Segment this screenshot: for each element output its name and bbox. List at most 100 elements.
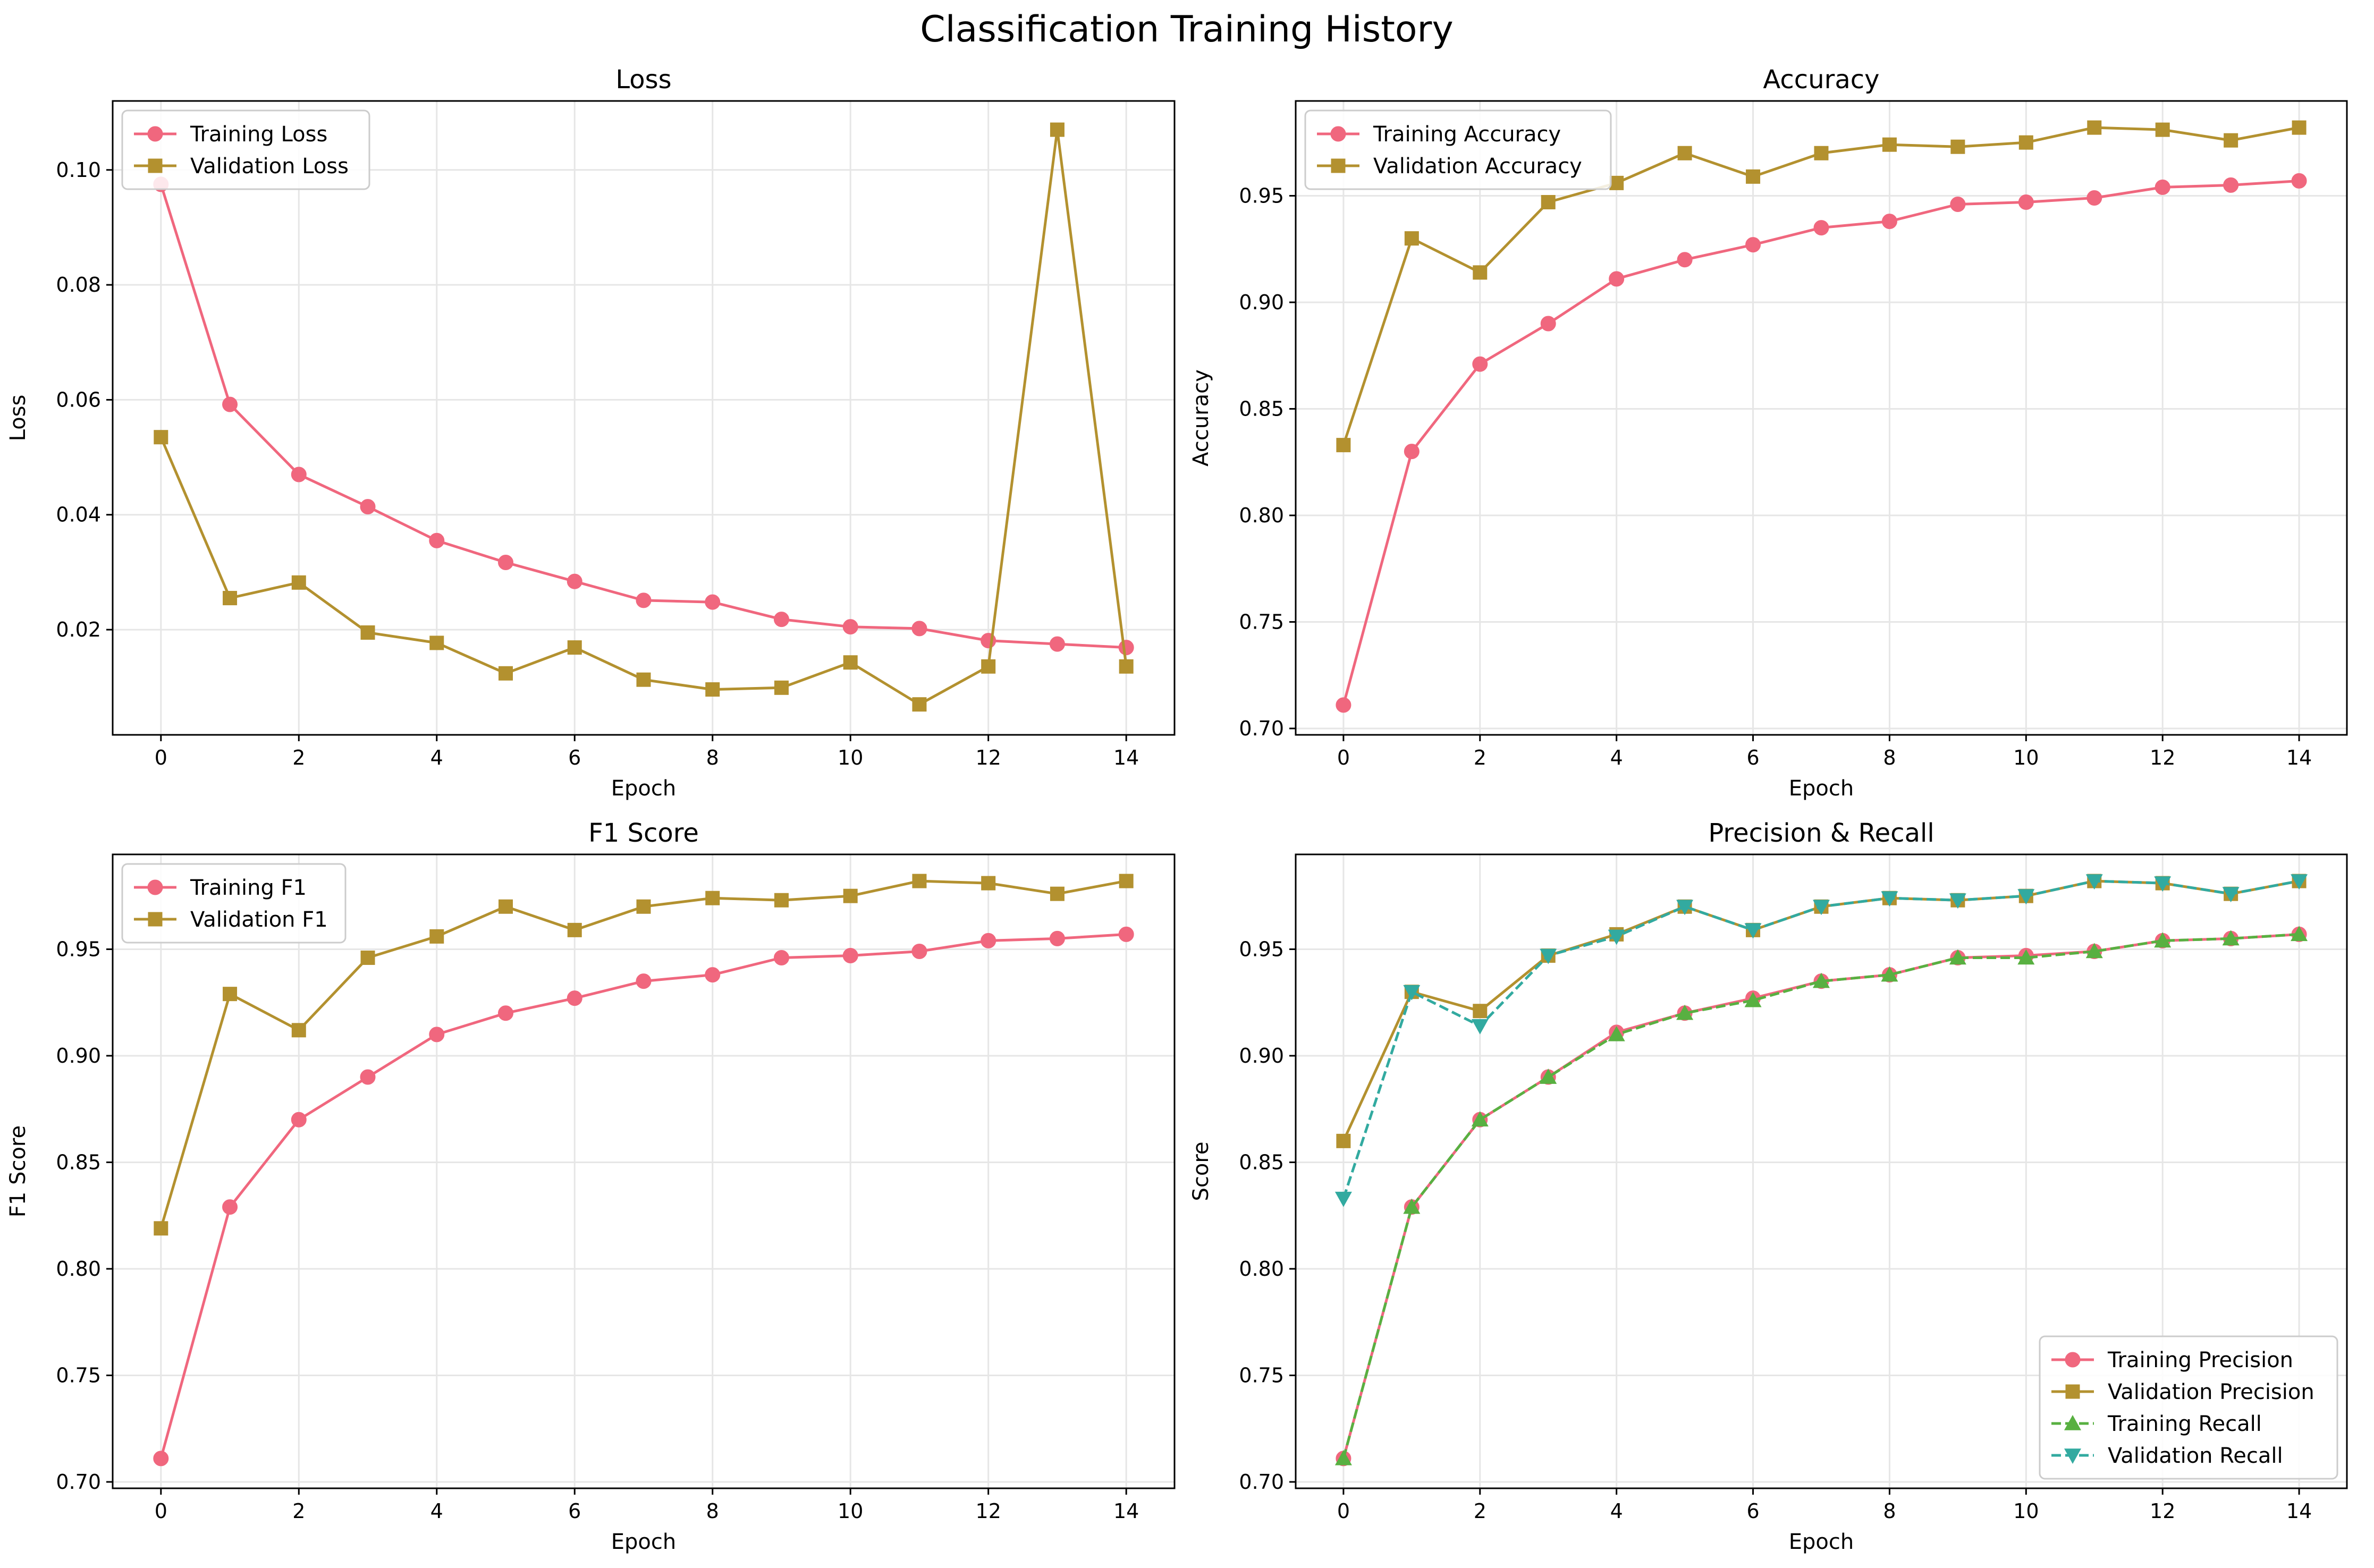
data-point-training-accuracy	[1677, 252, 1693, 268]
y-tick-label: 0.70	[56, 1470, 101, 1494]
y-tick-label: 0.75	[56, 1363, 101, 1387]
y-tick-label: 0.70	[1239, 1470, 1284, 1494]
data-point-training-accuracy	[1881, 214, 1897, 230]
data-point-validation-loss	[774, 680, 789, 695]
data-point-validation-precision	[1336, 1133, 1351, 1148]
series-validation-recall	[1334, 874, 2308, 1207]
data-point-validation-loss	[1050, 122, 1065, 137]
data-point-validation-accuracy	[1336, 438, 1351, 453]
data-point-training-accuracy	[1472, 356, 1488, 372]
data-point-training-f1	[842, 947, 858, 963]
data-point-training-f1	[360, 1069, 376, 1085]
series-validation-f1	[154, 874, 1134, 1236]
data-point-validation-f1	[981, 876, 996, 891]
legend-box	[2039, 1335, 2338, 1480]
data-point-validation-recall	[1403, 985, 1421, 1001]
series-validation-accuracy	[1336, 120, 2307, 453]
y-tick-label: 0.85	[56, 1150, 101, 1174]
data-point-validation-f1	[1050, 886, 1065, 901]
data-point-training-loss	[1118, 640, 1134, 656]
data-point-training-loss	[636, 592, 652, 608]
data-point-training-recall	[1949, 949, 1966, 965]
x-tick-label: 12	[976, 746, 1001, 769]
data-point-training-loss	[567, 573, 582, 589]
legend: Training Accuracy Validation Accuracy	[1304, 109, 1612, 190]
data-point-validation-precision	[1473, 1004, 1488, 1019]
data-point-validation-accuracy	[2087, 120, 2102, 135]
data-point-training-accuracy	[2223, 177, 2239, 193]
data-point-training-f1	[153, 1451, 169, 1467]
legend-box	[121, 109, 370, 190]
x-tick-label: 10	[2013, 746, 2039, 769]
data-point-validation-recall	[2017, 889, 2035, 905]
y-tick-label: 0.85	[1239, 1150, 1284, 1174]
data-point-training-recall	[2085, 943, 2103, 959]
data-point-validation-f1	[291, 1023, 306, 1038]
y-tick-label: 0.04	[56, 503, 101, 527]
x-tick-label: 4	[1610, 746, 1623, 769]
data-point-training-accuracy	[2155, 179, 2170, 195]
y-tick-label: 0.75	[1239, 1363, 1284, 1387]
legend-label-training-precision: Training Precision	[2107, 1348, 2293, 1372]
x-axis-label: Epoch	[1789, 1530, 1854, 1554]
data-point-validation-recall	[1540, 948, 1557, 964]
data-point-validation-accuracy	[1609, 175, 1624, 190]
data-point-validation-f1	[360, 950, 375, 965]
data-point-training-loss	[842, 619, 858, 635]
data-point-validation-loss	[360, 625, 375, 640]
data-point-training-loss	[291, 467, 307, 482]
x-tick-label: 8	[706, 746, 719, 769]
data-point-validation-loss	[705, 682, 720, 697]
data-point-validation-recall	[1813, 900, 1830, 916]
legend-label-validation-recall: Validation Recall	[2108, 1444, 2283, 1468]
data-point-validation-loss	[1119, 659, 1134, 674]
x-tick-label: 14	[2286, 1499, 2312, 1523]
data-point-training-f1	[429, 1027, 445, 1042]
legend-marker-training-loss	[147, 126, 163, 142]
series-validation-loss	[154, 122, 1134, 712]
y-tick-label: 0.80	[1239, 504, 1284, 527]
data-point-validation-recall	[2154, 876, 2172, 892]
data-point-validation-f1	[1119, 874, 1134, 888]
x-tick-label: 6	[568, 746, 581, 769]
data-point-validation-accuracy	[2292, 120, 2307, 135]
x-tick-label: 10	[2013, 1499, 2039, 1523]
panel-title: F1 Score	[588, 818, 699, 848]
x-tick-label: 2	[1474, 746, 1486, 769]
x-tick-label: 6	[568, 1499, 581, 1523]
data-point-validation-recall	[1949, 893, 1966, 909]
x-tick-label: 0	[1337, 746, 1350, 769]
y-tick-label: 0.75	[1239, 610, 1284, 633]
y-tick-label: 0.02	[56, 618, 101, 641]
legend-marker-validation-accuracy	[1331, 158, 1346, 173]
data-point-validation-f1	[636, 899, 651, 914]
y-tick-label: 0.08	[56, 273, 101, 296]
data-point-training-f1	[773, 950, 789, 965]
data-point-validation-f1	[154, 1221, 168, 1236]
data-point-training-f1	[222, 1199, 238, 1215]
data-point-validation-accuracy	[1541, 194, 1556, 209]
legend-label-validation-precision: Validation Precision	[2108, 1380, 2314, 1404]
x-tick-label: 0	[155, 746, 167, 769]
data-point-training-accuracy	[2291, 173, 2307, 189]
data-point-training-f1	[291, 1112, 307, 1128]
legend-marker-training-f1	[147, 879, 163, 895]
x-tick-label: 8	[1883, 746, 1896, 769]
legend: Training F1 Validation F1	[121, 863, 347, 944]
axes-frame	[112, 100, 1176, 736]
axes-frame	[1295, 853, 2348, 1489]
data-point-training-recall	[1881, 966, 1898, 982]
legend: Training Precision Validation Precision Tr…	[2039, 1335, 2338, 1480]
y-tick-label: 0.95	[1239, 937, 1284, 961]
y-axis-label: Score	[1189, 1141, 1213, 1201]
data-point-validation-recall	[2222, 887, 2240, 903]
legend-marker-validation-recall	[2064, 1448, 2081, 1464]
data-point-validation-loss	[291, 575, 306, 590]
x-tick-label: 6	[1746, 1499, 1759, 1523]
data-point-training-loss	[360, 499, 376, 515]
axes-frame	[112, 853, 1176, 1489]
y-tick-label: 0.90	[1239, 291, 1284, 314]
data-point-training-accuracy	[1540, 316, 1556, 332]
data-point-validation-loss	[429, 635, 444, 650]
